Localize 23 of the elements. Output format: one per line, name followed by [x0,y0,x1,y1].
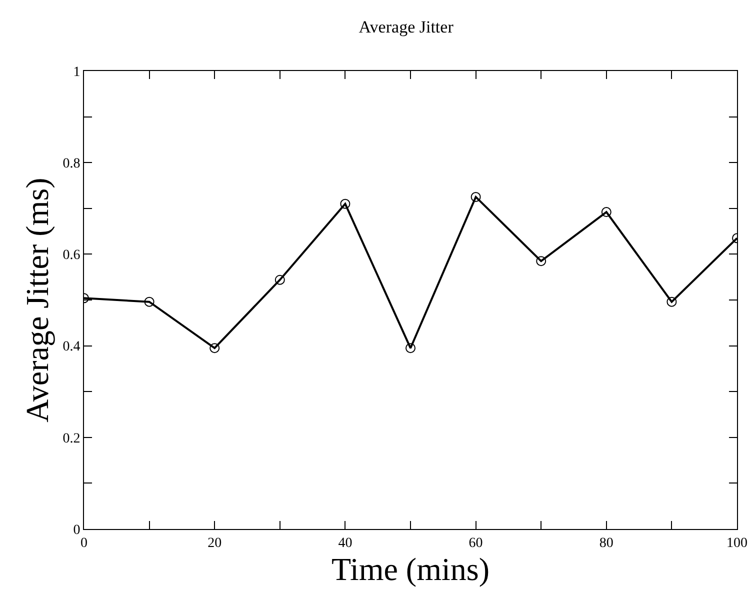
y-tick-label: 0 [73,522,80,538]
x-tick-label: 40 [338,536,352,551]
x-tick-label: 100 [726,536,748,551]
y-tick-label: 0.4 [62,340,80,355]
point [274,274,285,285]
x-axis-title: Time (mins) [332,550,490,587]
chart-title: Average Jitter [358,18,454,37]
point [144,296,154,307]
point [340,198,350,209]
y-tick-label: 1 [73,64,80,80]
point [210,343,220,354]
point [406,343,416,354]
x-tick-label: 80 [599,536,614,551]
y-tick-label: 0.2 [62,431,80,446]
point [601,207,612,218]
y-tick-label: 0.6 [62,248,80,264]
point [470,192,481,202]
x-tick-label: 60 [468,536,483,551]
point [666,296,677,307]
point [536,256,546,266]
x-tick-label: 20 [208,536,222,551]
y-axis-title: Average Jitter (ms) [19,178,55,422]
y-tick-label: 0.8 [62,156,80,172]
